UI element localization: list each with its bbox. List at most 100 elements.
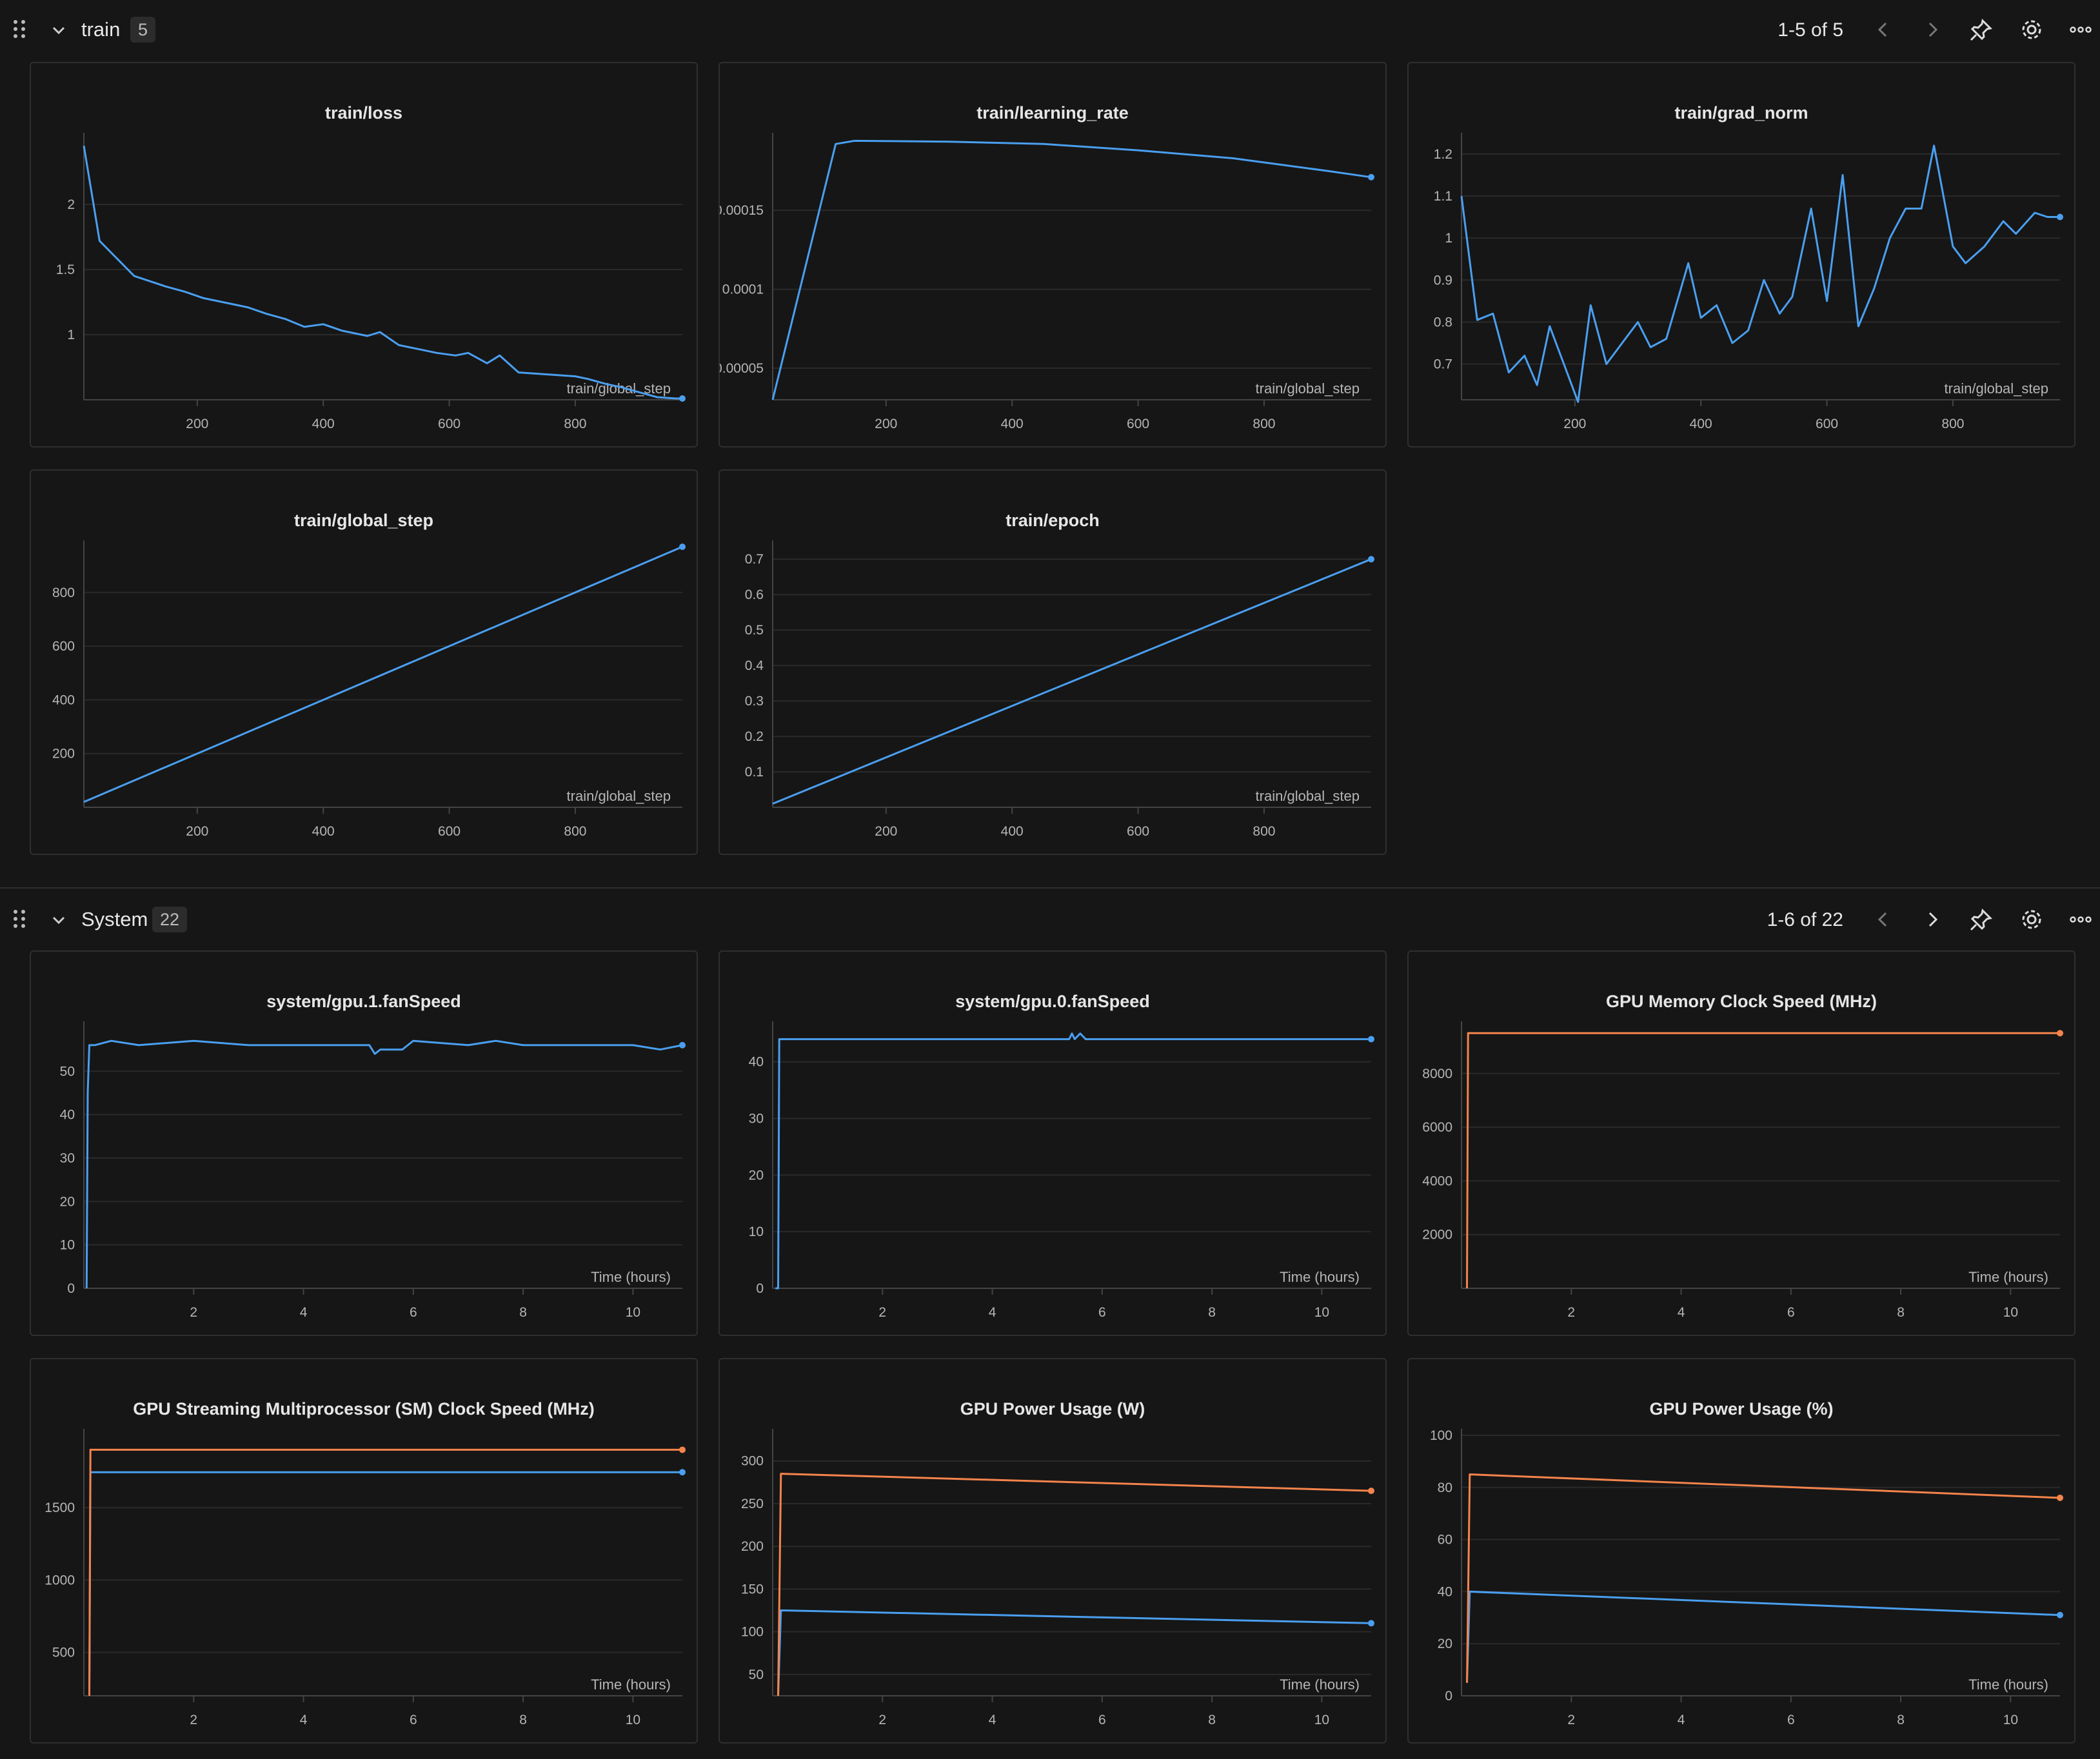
y-tick-label: 400	[52, 693, 75, 707]
chart-panel-gpu1-fanspeed[interactable]: system/gpu.1.fanSpeed 0 10 20 30 40 50 2 4 6 8 10 T…	[30, 950, 698, 1336]
count-badge: 5	[130, 17, 156, 43]
more-icon[interactable]	[2068, 907, 2094, 932]
y-tick-label: 0.1	[745, 765, 764, 780]
more-icon[interactable]	[2068, 17, 2094, 43]
line-chart: 200 400 600 800 200 400 600 800 train/global_ste…	[52, 540, 686, 839]
y-tick-label: 20	[749, 1168, 764, 1183]
line-chart: 500 1000 1500 2 4 6 8 10 Time (hours)	[45, 1429, 686, 1727]
series-line	[777, 1473, 1372, 1696]
x-tick-label: 600	[1127, 417, 1149, 431]
x-tick-label: 6	[410, 1713, 417, 1727]
x-axis-label: Time (hours)	[1968, 1676, 2048, 1693]
x-tick-label: 8	[519, 1713, 527, 1727]
y-tick-label: 0	[756, 1281, 764, 1296]
x-tick-label: 800	[1941, 417, 1964, 431]
line-chart: 0.00005 0.0001 0.00015 200 400 600 800 train/gl…	[720, 133, 1374, 431]
series-end-point	[2057, 1611, 2063, 1618]
drag-handle-icon[interactable]	[12, 908, 27, 930]
chevron-down-icon[interactable]	[50, 22, 67, 39]
y-tick-label: 0.6	[745, 587, 764, 602]
chart-panel-gpu-memory-clock[interactable]: GPU Memory Clock Speed (MHz) 2000 4000 600…	[1407, 950, 2075, 1336]
x-tick-label: 800	[1253, 417, 1275, 431]
y-tick-label: 0.9	[1434, 273, 1452, 288]
x-tick-label: 4	[1678, 1713, 1685, 1727]
line-chart: 0 20 40 60 80 100 2 4 6 8 10 Time (hours)	[1430, 1428, 2063, 1727]
series-line	[771, 139, 1372, 400]
x-tick-label: 10	[1314, 1713, 1329, 1727]
x-tick-label: 800	[1253, 824, 1275, 839]
y-tick-label: 0.0001	[722, 282, 764, 297]
chart-panel-gpu-power-percent[interactable]: GPU Power Usage (%) 0 20 40 60 80 100 2 4 6 8 10 Ti…	[1407, 1358, 2075, 1744]
y-tick-label: 0	[1445, 1689, 1452, 1704]
x-tick-label: 200	[1563, 417, 1586, 431]
chart-panel-train-grad-norm[interactable]: train/grad_norm 0.7 0.8 0.9 1 1.1 1.2 200 400 60…	[1407, 62, 2075, 447]
x-axis-label: Time (hours)	[591, 1269, 671, 1285]
x-axis-label: train/global_step	[567, 380, 671, 397]
x-tick-label: 10	[626, 1713, 640, 1727]
y-tick-label: 30	[60, 1151, 75, 1166]
x-tick-label: 400	[1001, 824, 1024, 839]
chevron-down-icon[interactable]	[50, 912, 67, 929]
chart-panel-train-learning-rate[interactable]: train/learning_rate 0.00005 0.0001 0.00015…	[718, 62, 1387, 447]
y-tick-label: 6000	[1422, 1120, 1452, 1135]
chart-title: GPU Power Usage (W)	[960, 1399, 1145, 1419]
x-tick-label: 2	[1567, 1305, 1575, 1320]
chart-title: train/epoch	[1005, 511, 1100, 530]
x-tick-label: 200	[875, 824, 897, 839]
chart-panel-gpu-sm-clock[interactable]: GPU Streaming Multiprocessor (SM) Clock …	[30, 1358, 698, 1744]
chart-panel-train-loss[interactable]: train/loss 1 1.5 2 200 400 600 800 train/global…	[30, 62, 698, 447]
y-tick-label: 50	[749, 1667, 764, 1682]
series-end-point	[2057, 1494, 2063, 1501]
series-line	[772, 558, 1372, 805]
chart-title: GPU Streaming Multiprocessor (SM) Clock …	[133, 1399, 595, 1419]
y-tick-label: 0.00005	[720, 361, 764, 376]
y-tick-label: 30	[749, 1112, 764, 1126]
x-tick-label: 8	[1897, 1713, 1905, 1727]
x-tick-label: 8	[1897, 1305, 1905, 1320]
x-tick-label: 2	[1567, 1713, 1575, 1727]
drag-handle-icon[interactable]	[12, 18, 27, 40]
chevron-left-icon[interactable]	[1870, 17, 1896, 43]
x-axis-label: Time (hours)	[1280, 1676, 1360, 1693]
series-end-point	[679, 395, 686, 402]
chart-panel-gpu-power-watts[interactable]: GPU Power Usage (W) 50 100 150 200 250 300 2 4 6…	[718, 1358, 1387, 1744]
chart-title: GPU Power Usage (%)	[1649, 1399, 1834, 1419]
y-tick-label: 200	[741, 1539, 764, 1554]
gear-icon[interactable]	[2019, 907, 2045, 932]
y-tick-label: 1	[1445, 231, 1452, 246]
series-line	[83, 545, 683, 803]
y-tick-label: 1.5	[56, 262, 75, 277]
y-tick-label: 250	[741, 1497, 764, 1511]
chart-panel-train-global-step[interactable]: train/global_step 200 400 600 800 200 400 600 8…	[30, 469, 698, 855]
x-tick-label: 600	[438, 824, 461, 839]
line-chart: 1 1.5 2 200 400 600 800 train/global_step	[56, 133, 686, 431]
y-tick-label: 0.4	[745, 658, 764, 673]
y-tick-label: 0.7	[1434, 357, 1452, 372]
y-tick-label: 100	[1430, 1428, 1452, 1443]
count-badge: 22	[152, 907, 188, 932]
chevron-right-icon[interactable]	[1919, 907, 1945, 932]
line-chart: 0 10 20 30 40 50 2 4 6 8 10 Time (hours)	[60, 1021, 686, 1320]
x-tick-label: 10	[2003, 1713, 2018, 1727]
pin-icon[interactable]	[1968, 907, 1994, 932]
chevron-left-icon[interactable]	[1870, 907, 1896, 932]
series-line	[1460, 144, 2060, 403]
y-tick-label: 0.5	[745, 623, 764, 638]
y-tick-label: 1000	[45, 1573, 75, 1587]
pin-icon[interactable]	[1968, 17, 1994, 43]
y-tick-label: 10	[60, 1238, 75, 1253]
x-tick-label: 4	[989, 1305, 996, 1320]
series-end-point	[1368, 173, 1374, 181]
chart-panel-gpu0-fanspeed[interactable]: system/gpu.0.fanSpeed 0 10 20 30 40 2 4 6 8 10 Tim…	[718, 950, 1387, 1336]
chevron-right-icon[interactable]	[1919, 17, 1945, 43]
chart-panel-train-epoch[interactable]: train/epoch 0.1 0.2 0.3 0.4 0.5 0.6 0.7 200 400 6…	[718, 469, 1387, 855]
y-tick-label: 2000	[1422, 1228, 1452, 1243]
x-axis-label: Time (hours)	[1280, 1269, 1360, 1285]
x-tick-label: 2	[878, 1713, 886, 1727]
x-tick-label: 400	[1001, 417, 1024, 431]
x-tick-label: 2	[190, 1305, 197, 1320]
pager-text: 1-6 of 22	[1767, 909, 1843, 930]
gear-icon[interactable]	[2019, 17, 2045, 43]
x-tick-label: 4	[1678, 1305, 1685, 1320]
x-tick-label: 800	[564, 824, 586, 839]
